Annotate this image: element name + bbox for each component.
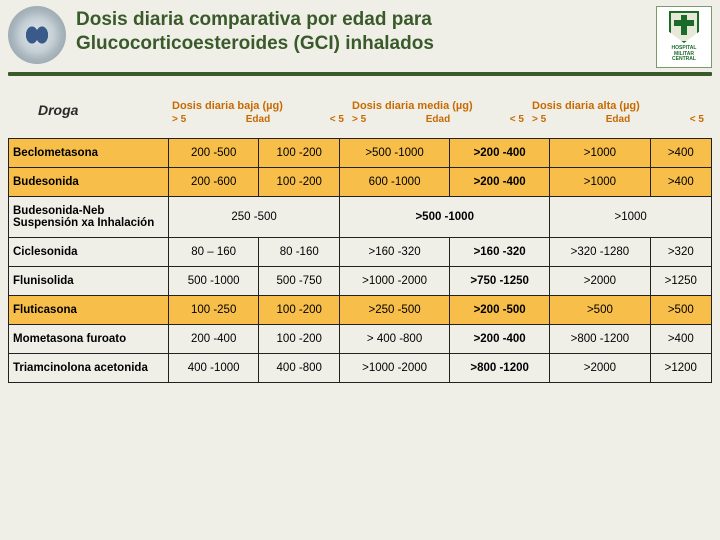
- header: Dosis diaria comparativa por edad para G…: [0, 0, 720, 68]
- med-a-cell: >1000 -2000: [340, 354, 450, 383]
- med-b-cell: >200 -500: [449, 296, 549, 325]
- med-b-cell: >200 -400: [449, 168, 549, 197]
- table-row: Ciclesonida80 – 16080 -160>160 -320>160 …: [9, 238, 712, 267]
- med-b-cell: >200 -400: [449, 139, 549, 168]
- table-row: Mometasona furoato200 -400100 -200> 400 …: [9, 325, 712, 354]
- low-a-cell: 200 -500: [169, 139, 259, 168]
- med-b-cell: >750 -1250: [449, 267, 549, 296]
- high-a-cell: >1000: [550, 168, 650, 197]
- title-block: Dosis diaria comparativa por edad para G…: [76, 6, 646, 56]
- table-row: Triamcinolona acetonida400 -1000400 -800…: [9, 354, 712, 383]
- table-row: Fluticasona100 -250100 -200>250 -500>200…: [9, 296, 712, 325]
- dose-header-low: Dosis diaria baja (µg) > 5 Edad < 5: [168, 100, 348, 125]
- low-a-cell: 100 -250: [169, 296, 259, 325]
- low-a-cell: 400 -1000: [169, 354, 259, 383]
- high-a-cell: >500: [550, 296, 650, 325]
- low-a-cell: 80 – 160: [169, 238, 259, 267]
- med-a-cell: > 400 -800: [340, 325, 450, 354]
- hospital-label: HOSPITAL MILITAR CENTRAL: [672, 46, 697, 63]
- med-b-cell: >200 -400: [449, 325, 549, 354]
- drug-cell: Flunisolida: [9, 267, 169, 296]
- low-b-cell: 100 -200: [259, 325, 340, 354]
- high-a-cell: >1000: [550, 139, 650, 168]
- high-b-cell: >1250: [650, 267, 711, 296]
- dose-header-med: Dosis diaria media (µg) > 5 Edad < 5: [348, 100, 528, 125]
- dose-headers: Dosis diaria baja (µg) > 5 Edad < 5 Dosi…: [168, 100, 708, 125]
- low-b-cell: 500 -750: [259, 267, 340, 296]
- high-a-cell: >2000: [550, 354, 650, 383]
- med-a-cell: >1000 -2000: [340, 267, 450, 296]
- low-b-cell: 400 -800: [259, 354, 340, 383]
- hospital-logo: HOSPITAL MILITAR CENTRAL: [656, 6, 712, 68]
- drug-cell: Mometasona furoato: [9, 325, 169, 354]
- table-row: Budesonida200 -600100 -200600 -1000>200 …: [9, 168, 712, 197]
- low-b-cell: 100 -200: [259, 296, 340, 325]
- high-a-cell: >800 -1200: [550, 325, 650, 354]
- low-a-cell: 200 -400: [169, 325, 259, 354]
- high-b-cell: >320: [650, 238, 711, 267]
- drug-cell: Fluticasona: [9, 296, 169, 325]
- med-a-cell: >160 -320: [340, 238, 450, 267]
- med-span-cell: >500 -1000: [340, 197, 550, 238]
- drug-cell: Ciclesonida: [9, 238, 169, 267]
- med-b-cell: >160 -320: [449, 238, 549, 267]
- dose-table: Beclometasona200 -500100 -200>500 -1000>…: [8, 138, 712, 383]
- high-b-cell: >400: [650, 168, 711, 197]
- table-row: Budesonida-Neb Suspensión xa Inhalación2…: [9, 197, 712, 238]
- med-a-cell: >500 -1000: [340, 139, 450, 168]
- drug-cell: Budesonida: [9, 168, 169, 197]
- med-a-cell: >250 -500: [340, 296, 450, 325]
- dose-header-high: Dosis diaria alta (µg) > 5 Edad < 5: [528, 100, 708, 125]
- med-a-cell: 600 -1000: [340, 168, 450, 197]
- high-a-cell: >2000: [550, 267, 650, 296]
- drug-cell: Budesonida-Neb Suspensión xa Inhalación: [9, 197, 169, 238]
- shield-icon: [669, 11, 699, 43]
- high-b-cell: >1200: [650, 354, 711, 383]
- drug-column-label: Droga: [38, 102, 78, 118]
- high-b-cell: >400: [650, 139, 711, 168]
- table-row: Flunisolida500 -1000500 -750>1000 -2000>…: [9, 267, 712, 296]
- low-a-cell: 500 -1000: [169, 267, 259, 296]
- low-span-cell: 250 -500: [169, 197, 340, 238]
- low-b-cell: 100 -200: [259, 168, 340, 197]
- low-b-cell: 80 -160: [259, 238, 340, 267]
- divider: [8, 72, 712, 76]
- title-line-1: Dosis diaria comparativa por edad para: [76, 8, 646, 32]
- asthma-logo: [8, 6, 66, 64]
- high-b-cell: >400: [650, 325, 711, 354]
- title-line-2: Glucocorticoesteroides (GCI) inhalados: [76, 32, 646, 56]
- high-a-cell: >320 -1280: [550, 238, 650, 267]
- drug-cell: Beclometasona: [9, 139, 169, 168]
- med-b-cell: >800 -1200: [449, 354, 549, 383]
- low-b-cell: 100 -200: [259, 139, 340, 168]
- high-b-cell: >500: [650, 296, 711, 325]
- drug-cell: Triamcinolona acetonida: [9, 354, 169, 383]
- table-row: Beclometasona200 -500100 -200>500 -1000>…: [9, 139, 712, 168]
- low-a-cell: 200 -600: [169, 168, 259, 197]
- high-span-cell: >1000: [550, 197, 712, 238]
